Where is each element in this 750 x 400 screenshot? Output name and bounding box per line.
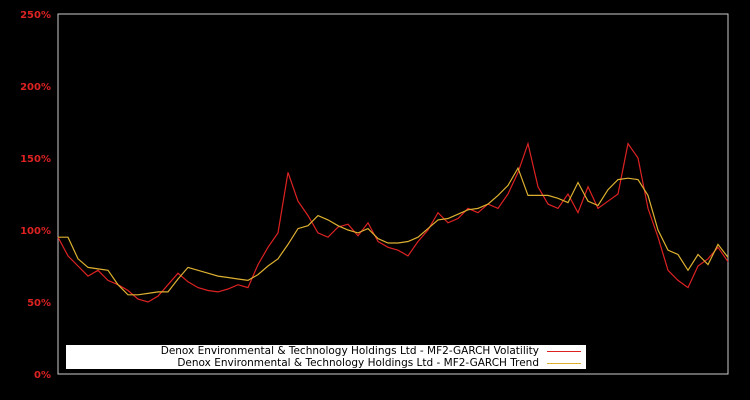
y-tick-label: 150% — [20, 154, 51, 165]
legend: Denox Environmental & Technology Holding… — [66, 345, 586, 369]
legend-item-trend: Denox Environmental & Technology Holding… — [177, 357, 586, 369]
trend-line — [58, 166, 729, 296]
legend-swatch-red — [547, 350, 581, 352]
y-axis: 0% 50% 100% 150% 200% 250% — [20, 10, 51, 381]
volatility-line — [57, 141, 729, 303]
y-tick-label: 250% — [20, 10, 51, 21]
legend-swatch-gold — [547, 362, 581, 364]
y-tick-label: 50% — [27, 298, 51, 309]
legend-label: Denox Environmental & Technology Holding… — [160, 345, 539, 357]
plot-frame — [57, 13, 729, 375]
legend-item-volatility: Denox Environmental & Technology Holding… — [161, 345, 586, 357]
y-tick-label: 100% — [20, 226, 51, 237]
y-tick-label: 0% — [34, 370, 51, 381]
legend-label: Denox Environmental & Technology Holding… — [177, 357, 539, 369]
y-tick-label: 200% — [20, 82, 51, 93]
